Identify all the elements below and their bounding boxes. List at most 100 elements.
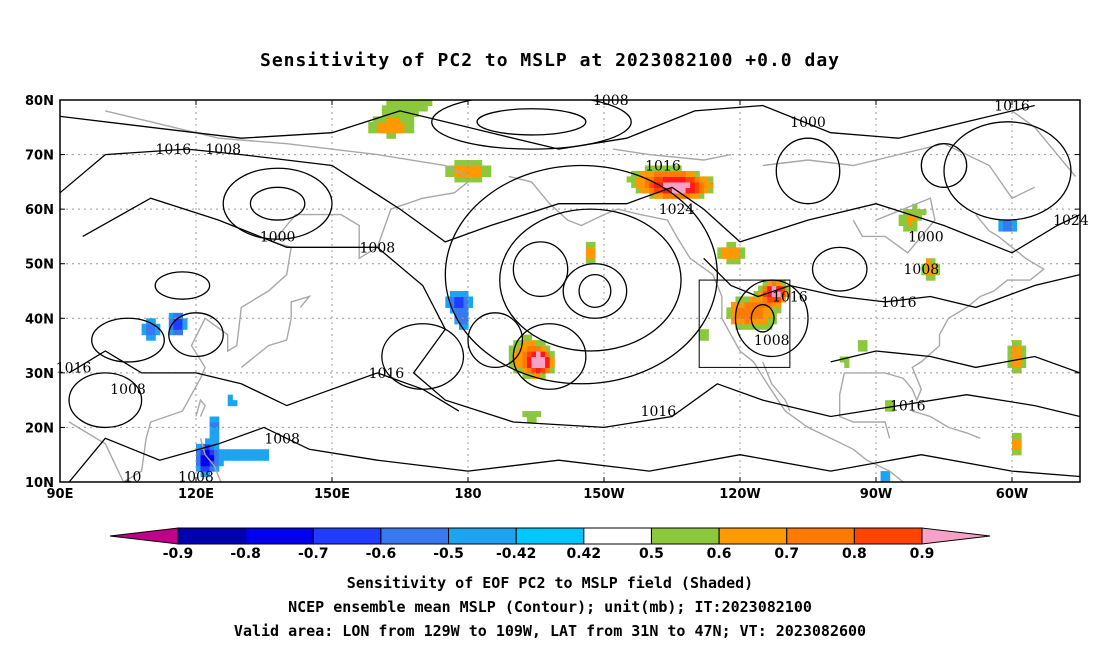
shade-cell (771, 280, 777, 287)
shade-cell (458, 160, 465, 167)
mslp-contour (431, 100, 632, 150)
shade-cell (536, 367, 542, 374)
shade-cell (458, 301, 465, 308)
shade-cell (522, 351, 528, 358)
shade-cell (676, 170, 682, 177)
shade-cell (250, 454, 256, 461)
shade-cell (662, 181, 669, 188)
x-tick-label: 90W (860, 487, 892, 502)
shade-cell (381, 105, 387, 112)
shade-cell (662, 192, 669, 199)
shade-cell (404, 121, 410, 128)
colorbar-box (380, 527, 450, 545)
y-tick-label: 20N (25, 421, 54, 436)
shade-cell (454, 160, 460, 167)
shade-cell (214, 432, 220, 439)
shade-cell (418, 100, 424, 107)
shade-cell (150, 329, 156, 336)
shade-cell (903, 214, 909, 221)
contour-label: 1000 (908, 229, 944, 245)
contour-label: 10 (124, 470, 142, 486)
shade-cell (635, 181, 641, 188)
shade-cell (590, 247, 596, 254)
colorbar-box (312, 527, 382, 545)
shade-cell (395, 121, 401, 128)
shade-cell (758, 291, 764, 298)
colorbar-label: -0.5 (433, 546, 464, 562)
shade-cell (753, 323, 759, 330)
shade-cell (463, 291, 469, 298)
shade-cell (463, 165, 469, 172)
shade-cell (694, 170, 700, 177)
shade-cell (667, 192, 673, 199)
shade-cell (545, 345, 551, 352)
shade-cell (735, 247, 741, 254)
shade-cell (445, 296, 451, 303)
shade-cell (640, 187, 646, 194)
shade-cell (644, 165, 650, 172)
shade-cell (726, 241, 732, 248)
shade-cell (590, 258, 596, 265)
shade-cell (925, 263, 931, 270)
x-tick-label: 60W (996, 487, 1028, 502)
shade-cell (468, 160, 474, 167)
shade-cell (762, 285, 768, 292)
shade-cell (907, 214, 913, 221)
shade-cell (767, 318, 773, 325)
coastline (852, 197, 936, 254)
shade-cell (681, 187, 687, 194)
shade-cell (676, 192, 682, 199)
shade-cell (390, 127, 397, 134)
shade-cell (1012, 351, 1018, 358)
shade-cell (214, 449, 220, 456)
mslp-contour (830, 350, 1080, 374)
shade-cell (390, 132, 397, 139)
shade-cell (468, 170, 474, 177)
shade-cell (708, 187, 714, 194)
shade-cell (780, 291, 786, 298)
caption-line-3: Valid area: LON from 129W to 109W, LAT f… (233, 622, 867, 640)
shade-cell (454, 170, 460, 177)
shade-cell (209, 438, 215, 445)
shade-cell (740, 312, 746, 319)
coastline (762, 142, 1036, 200)
shade-cell (776, 307, 782, 314)
shade-cell (780, 280, 786, 287)
shade-cell (1012, 225, 1018, 232)
shade-cell (377, 116, 383, 123)
shade-cell (522, 334, 528, 341)
shade-cell (649, 187, 655, 194)
shade-cell (196, 443, 202, 450)
shade-cell (644, 181, 650, 188)
contour-label: 1016 (56, 360, 92, 376)
shade-cell (445, 170, 451, 177)
shade-cell (508, 356, 514, 363)
shade-cell (767, 291, 773, 298)
shade-cell (404, 105, 410, 112)
shade-cell (640, 170, 646, 177)
shade-cell (644, 187, 650, 194)
shade-cell (205, 449, 211, 456)
shade-cell (857, 345, 863, 352)
mslp-contour (703, 257, 1080, 309)
shade-cell (381, 127, 387, 134)
mslp-contour (920, 143, 968, 188)
shade-cell (200, 465, 206, 472)
shade-cell (699, 329, 705, 336)
shade-cell (205, 471, 211, 478)
shade-cell (141, 323, 147, 330)
shade-cell (200, 460, 206, 467)
shade-cell (1021, 345, 1027, 352)
shade-cell (182, 318, 188, 325)
shade-cell (390, 105, 397, 112)
shade-cell (690, 187, 696, 194)
shade-cell (776, 296, 782, 303)
shade-cell (536, 372, 542, 379)
shade-cell (681, 181, 687, 188)
shade-cell (758, 318, 764, 325)
mslp-contour (811, 246, 868, 292)
shade-cell (540, 361, 546, 368)
shade-cell (177, 329, 183, 336)
shade-cell (409, 100, 415, 107)
shade-cell (241, 449, 247, 456)
